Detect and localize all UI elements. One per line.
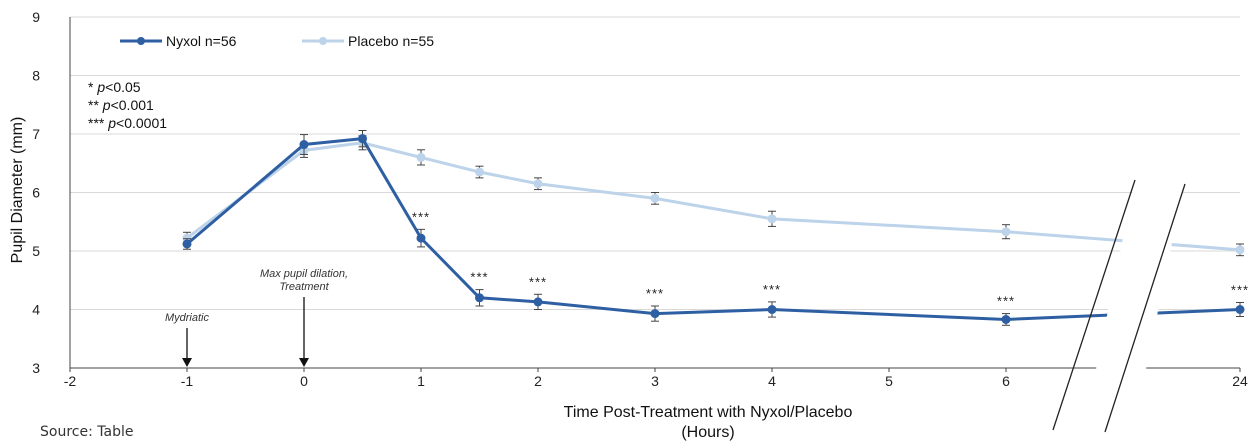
- p-value-notes: * p<0.05 ** p<0.001 *** p<0.0001: [88, 79, 167, 131]
- point-placebo-9: [1235, 245, 1245, 255]
- x-axis-title-line1: Time Post-Treatment with Nyxol/Placebo: [564, 404, 853, 421]
- x-tick-1: 1: [417, 373, 425, 389]
- point-placebo-3: [416, 152, 426, 162]
- p-value-note-2: *** p<0.0001: [88, 115, 167, 131]
- x-tick-3: 3: [651, 373, 659, 389]
- point-nyxol-9: [1235, 305, 1245, 314]
- x-tick--1: -1: [181, 373, 194, 389]
- x-tick-24: 24: [1232, 373, 1248, 389]
- p-value-note-1: ** p<0.001: [88, 97, 154, 113]
- y-tick-4: 4: [32, 302, 40, 318]
- point-placebo-7: [767, 214, 777, 224]
- annotation-arrowhead-0: [182, 358, 192, 367]
- x-tick-5: 5: [885, 373, 893, 389]
- point-nyxol-1: [299, 140, 309, 150]
- point-nyxol-7: [767, 305, 777, 314]
- point-nyxol-5: [533, 297, 543, 307]
- y-tick-9: 9: [32, 9, 40, 25]
- point-placebo-8: [1001, 227, 1011, 237]
- significance-marker-0: ***: [412, 209, 430, 224]
- source-caption: Source: Table: [40, 424, 134, 440]
- y-tick-labels: 3 4 5 6 7 8 9: [32, 9, 40, 376]
- y-tick-7: 7: [32, 126, 40, 142]
- significance-marker-6: ***: [1231, 282, 1249, 297]
- x-tick--2: -2: [64, 373, 77, 389]
- series-group: [182, 129, 1245, 326]
- legend-label-nyxol: Nyxol n=56: [166, 33, 237, 49]
- x-tick-labels: -2 -1 0 1 2 3 4 5 6 24: [64, 373, 1248, 389]
- x-axis-title-line2: (Hours): [681, 424, 734, 441]
- y-tick-8: 8: [32, 68, 40, 84]
- legend: Nyxol n=56 Placebo n=55: [120, 33, 434, 49]
- point-nyxol-6: [650, 309, 660, 319]
- p-value-note-0: * p<0.05: [88, 79, 141, 95]
- point-placebo-5: [533, 179, 543, 189]
- significance-marker-5: ***: [997, 294, 1015, 309]
- significance-marker-4: ***: [763, 282, 781, 297]
- y-tick-5: 5: [32, 243, 40, 259]
- significance-marker-2: ***: [529, 274, 547, 289]
- annotation-text-0-0: Mydriatic: [165, 312, 210, 324]
- annotation-text-1-0: Max pupil dilation,: [260, 268, 348, 280]
- point-nyxol-2: [358, 134, 367, 144]
- x-tick-2: 2: [534, 373, 542, 389]
- point-nyxol-4: [475, 293, 484, 303]
- x-tick-6: 6: [1002, 373, 1010, 389]
- legend-label-placebo: Placebo n=55: [348, 33, 434, 49]
- axis-break: [1052, 179, 1186, 433]
- x-tick-0: 0: [300, 373, 308, 389]
- annotation-arrowhead-1: [299, 358, 309, 367]
- x-tick-4: 4: [768, 373, 776, 389]
- axes: [69, 17, 1241, 372]
- significance-marker-3: ***: [646, 286, 664, 301]
- gridlines: [70, 16, 1240, 310]
- y-tick-6: 6: [32, 185, 40, 201]
- point-nyxol-0: [182, 239, 192, 249]
- axis-break-gap: [1083, 180, 1185, 432]
- series-line-nyxol: [186, 137, 1241, 321]
- point-placebo-6: [650, 193, 660, 203]
- legend-marker-placebo: [319, 37, 327, 45]
- significance-markers: *** *** *** *** *** *** ***: [412, 209, 1249, 309]
- y-tick-3: 3: [32, 360, 40, 376]
- significance-marker-1: ***: [470, 270, 488, 285]
- axis-break-line-left: [1052, 179, 1136, 431]
- series-line-placebo: [186, 141, 1241, 252]
- axis-break-line-right: [1104, 183, 1186, 433]
- event-annotations: Mydriatic Max pupil dilation,Treatment: [165, 268, 348, 367]
- y-axis-title: Pupil Diameter (mm): [9, 117, 26, 264]
- annotation-text-1-1: Treatment: [279, 281, 329, 293]
- point-placebo-4: [475, 167, 484, 177]
- point-nyxol-8: [1001, 314, 1011, 324]
- legend-marker-nyxol: [137, 37, 145, 45]
- point-nyxol-3: [416, 233, 426, 243]
